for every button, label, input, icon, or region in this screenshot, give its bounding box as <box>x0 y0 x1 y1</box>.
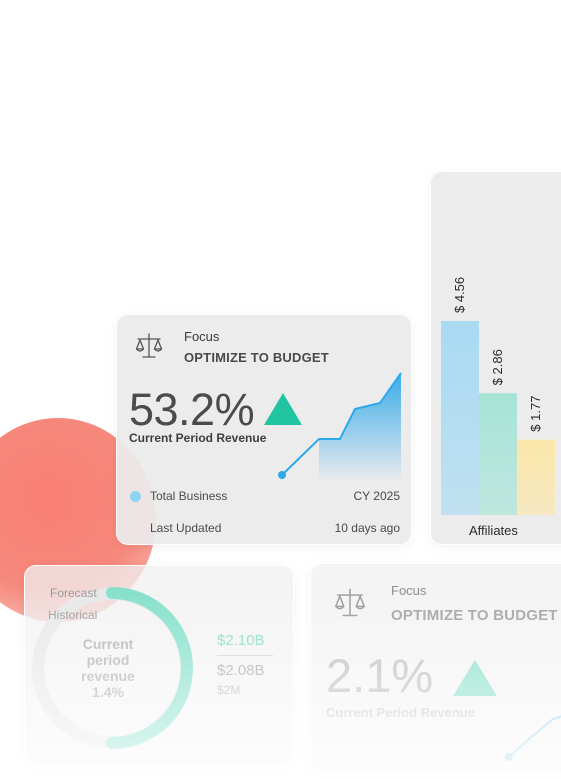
forecast-label: Forecast <box>50 586 97 600</box>
focus-label: Focus <box>391 583 427 598</box>
percent-value: 53.2% <box>129 384 255 435</box>
bar-axis-label: Affiliates <box>469 523 518 538</box>
revenue-donut-card[interactable]: Forecast Historical Current period reven… <box>24 565 294 765</box>
affiliates-bar-card[interactable]: $ 4.56 $ 2.86 $ 1.77 Affiliates <box>430 171 561 545</box>
bar-value-label: $ 2.86 <box>490 349 505 385</box>
sparkline-point <box>278 471 286 479</box>
trend-up-icon <box>453 660 497 696</box>
sparkline-area <box>319 373 401 483</box>
legend-dot <box>130 491 141 502</box>
period-label: CY 2025 <box>353 489 400 503</box>
value-divider <box>217 655 273 656</box>
revenue-sparkline <box>278 372 402 483</box>
updated-label: Last Updated <box>150 521 222 535</box>
balance-scale-icon <box>135 333 163 358</box>
updated-value: 10 days ago <box>334 521 400 535</box>
percent-value: 2.1% <box>326 649 434 702</box>
revenue-sparkline <box>505 715 561 761</box>
metric-label: Current Period Revenue <box>326 705 475 720</box>
affiliates-bar-chart: $ 4.56 $ 2.86 $ 1.77 <box>441 277 555 515</box>
focus-title: OPTIMIZE TO BUDGET <box>184 350 329 365</box>
value-tertiary: $2M <box>217 683 241 697</box>
legend-label: Total Business <box>150 489 228 503</box>
focus-card[interactable]: Focus OPTIMIZE TO BUDGET 53.2% Current P… <box>116 314 412 545</box>
focus-label: Focus <box>184 329 220 344</box>
sparkline-line <box>508 715 561 758</box>
historical-label: Historical <box>48 608 98 622</box>
bar-value-label: $ 4.56 <box>452 277 467 313</box>
balance-scale-icon <box>335 588 365 617</box>
sparkline-line <box>281 372 402 476</box>
value-secondary: $2.08B <box>217 662 265 679</box>
affiliate-bar[interactable] <box>441 321 479 515</box>
affiliate-bar[interactable] <box>479 393 517 515</box>
focus-card-secondary[interactable]: Focus OPTIMIZE TO BUDGET 2.1% Current Pe… <box>310 563 561 773</box>
value-primary: $2.10B <box>217 632 265 649</box>
focus-title: OPTIMIZE TO BUDGET <box>391 607 558 624</box>
donut-center-label: Current period revenue 1.4% <box>81 636 135 700</box>
trend-up-icon <box>264 393 302 425</box>
bar-value-label: $ 1.77 <box>528 396 543 432</box>
metric-label: Current Period Revenue <box>129 431 267 445</box>
affiliate-bar[interactable] <box>517 439 555 515</box>
sparkline-point <box>505 753 513 761</box>
